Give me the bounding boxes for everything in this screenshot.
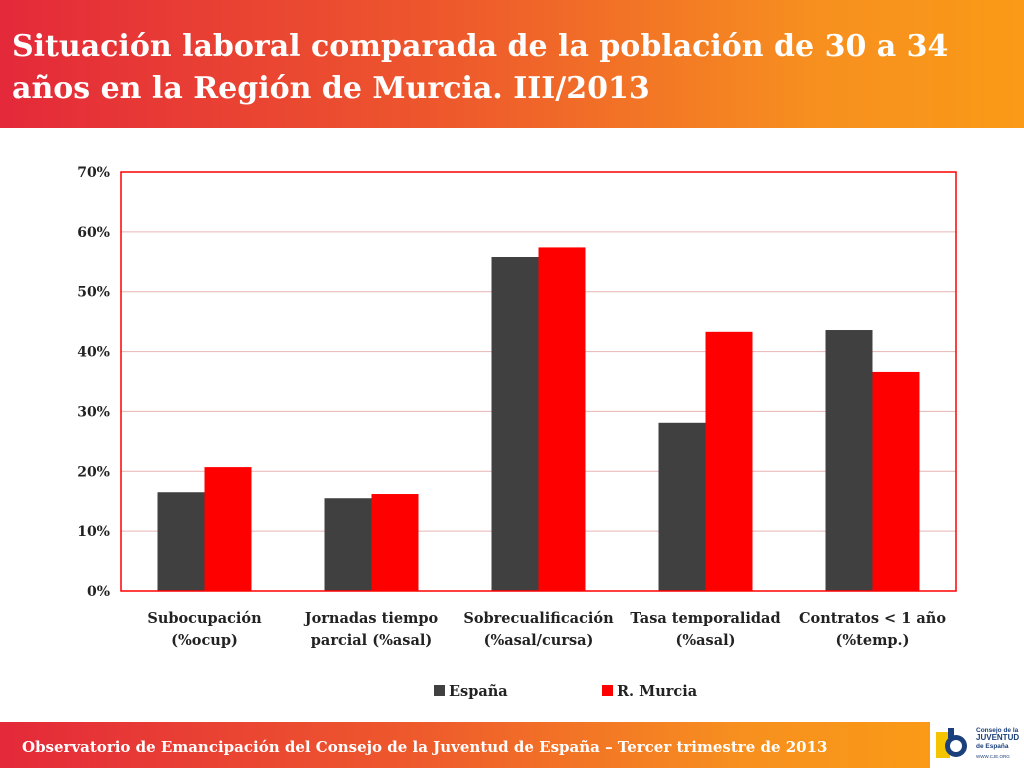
bar-espana xyxy=(658,422,706,591)
legend-label: España xyxy=(449,683,508,700)
y-tick-label: 0% xyxy=(87,584,110,600)
logo-url: WWW.CJE.ORG xyxy=(976,753,1010,759)
x-category-label: Contratos < 1 año xyxy=(799,610,946,627)
x-category-label: Tasa temporalidad xyxy=(630,610,780,627)
bar-espana xyxy=(157,492,205,591)
bar-espana xyxy=(324,498,372,591)
y-tick-label: 40% xyxy=(77,345,110,361)
bar-espana xyxy=(491,256,539,591)
bar-murcia xyxy=(705,331,753,591)
cje-logo-text: Consejo de la JUVENTUD de España WWW.CJE… xyxy=(976,727,1022,760)
logo-line-3: de España xyxy=(976,742,1009,750)
page-title: Situación laboral comparada de la poblac… xyxy=(12,29,949,106)
y-tick-label: 30% xyxy=(77,404,110,420)
legend-swatch xyxy=(434,685,445,696)
logo-line-1: Consejo de la xyxy=(976,727,1019,734)
x-category-label: Sobrecualificación xyxy=(463,610,614,627)
logo-line-2: JUVENTUD xyxy=(976,733,1020,742)
legend-swatch xyxy=(602,685,613,696)
y-tick-label: 70% xyxy=(77,165,110,181)
x-category-label: (%ocup) xyxy=(171,632,238,649)
y-tick-label: 20% xyxy=(77,464,110,480)
x-category-label: (%temp.) xyxy=(836,632,910,649)
x-category-label: Jornadas tiempo xyxy=(303,610,439,627)
bar-murcia xyxy=(204,467,252,591)
title-banner: Situación laboral comparada de la poblac… xyxy=(0,0,1024,128)
x-category-label: (%asal) xyxy=(676,632,736,649)
x-category-label: Subocupación xyxy=(147,610,262,627)
chart-area: 0% 10% 20% 30% 40% 50% 60% 70% Subocupación (%ocu… xyxy=(0,128,1024,720)
cje-logo: Consejo de la JUVENTUD de España WWW.CJE… xyxy=(930,722,1024,768)
x-category-label: (%asal/cursa) xyxy=(484,632,594,649)
footer-banner: Observatorio de Emancipación del Consejo… xyxy=(0,722,930,768)
y-tick-label: 10% xyxy=(77,524,110,540)
y-tick-label: 50% xyxy=(77,285,110,301)
bar-murcia xyxy=(872,371,920,591)
x-category-label: parcial (%asal) xyxy=(311,632,432,649)
cje-logo-icon xyxy=(934,726,972,764)
bar-murcia xyxy=(371,494,419,591)
bar-murcia xyxy=(538,247,586,592)
bar-espana xyxy=(825,330,873,591)
y-tick-label: 60% xyxy=(77,225,110,241)
bar-chart: 0% 10% 20% 30% 40% 50% 60% 70% Subocupación (%ocu… xyxy=(77,165,957,700)
plot-border xyxy=(120,171,957,592)
footer-text: Observatorio de Emancipación del Consejo… xyxy=(22,738,828,756)
legend-label: R. Murcia xyxy=(617,683,698,700)
